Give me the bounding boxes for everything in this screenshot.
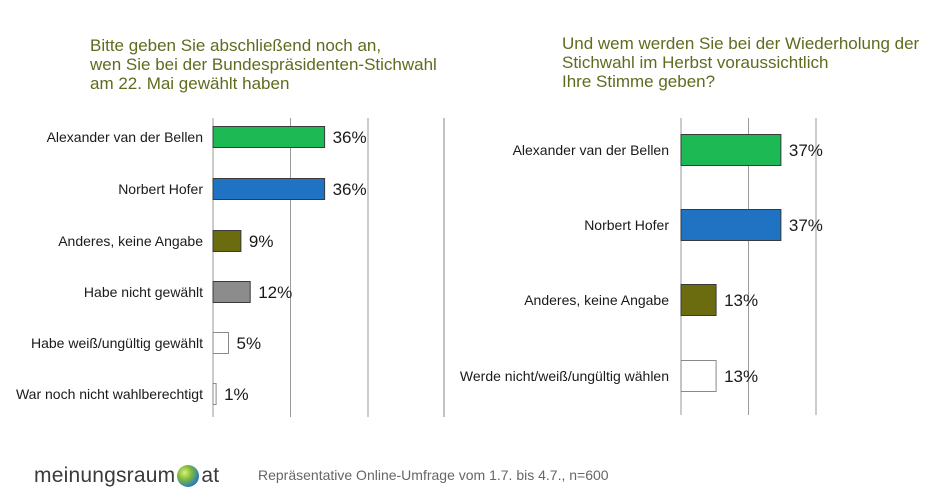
- left-bar-3: [212, 281, 251, 303]
- right-chart-title: Und wem werden Sie bei der Wiederholung …: [562, 34, 920, 91]
- left-category-label-5: War noch nicht wahlberechtigt: [16, 386, 203, 402]
- right-category-label-1: Norbert Hofer: [584, 217, 669, 233]
- globe-icon: [177, 465, 200, 487]
- survey-footnote: Repräsentative Online-Umfrage vom 1.7. b…: [258, 467, 609, 483]
- right-bar-1: [680, 209, 782, 241]
- left-bar-0: [212, 126, 326, 148]
- left-bar-2: [212, 230, 242, 252]
- left-category-label-2: Anderes, keine Angabe: [58, 233, 203, 249]
- left-chart-title: Bitte geben Sie abschließend noch an, we…: [90, 36, 437, 93]
- left-category-label-0: Alexander van der Bellen: [47, 129, 203, 145]
- left-bar-1: [212, 178, 326, 200]
- right-category-label-0: Alexander van der Bellen: [513, 142, 669, 158]
- left-value-label-2: 9%: [249, 232, 274, 251]
- right-category-label-3: Werde nicht/weiß/ungültig wählen: [460, 368, 669, 384]
- left-category-label-3: Habe nicht gewählt: [84, 284, 203, 300]
- right-category-label-2: Anderes, keine Angabe: [524, 292, 669, 308]
- meinungsraum-logo: meinungsraum at: [34, 464, 219, 488]
- right-value-label-3: 13%: [724, 367, 758, 386]
- left-value-label-3: 12%: [258, 283, 292, 302]
- left-value-label-4: 5%: [237, 334, 262, 353]
- left-bar-5: [212, 383, 217, 405]
- left-category-label-4: Habe weiß/ungültig gewählt: [31, 335, 203, 351]
- right-bar-3: [680, 360, 717, 392]
- right-bar-2: [680, 284, 717, 316]
- left-category-label-1: Norbert Hofer: [118, 181, 203, 197]
- right-value-label-2: 13%: [724, 291, 758, 310]
- left-bar-4: [212, 332, 229, 354]
- right-value-label-0: 37%: [789, 141, 823, 160]
- left-value-label-5: 1%: [224, 385, 249, 404]
- logo-text-right: at: [201, 464, 220, 487]
- right-value-label-1: 37%: [789, 216, 823, 235]
- left-value-label-1: 36%: [333, 180, 367, 199]
- right-bar-0: [680, 134, 782, 166]
- left-value-label-0: 36%: [333, 128, 367, 147]
- logo-text-left: meinungsraum: [34, 464, 176, 487]
